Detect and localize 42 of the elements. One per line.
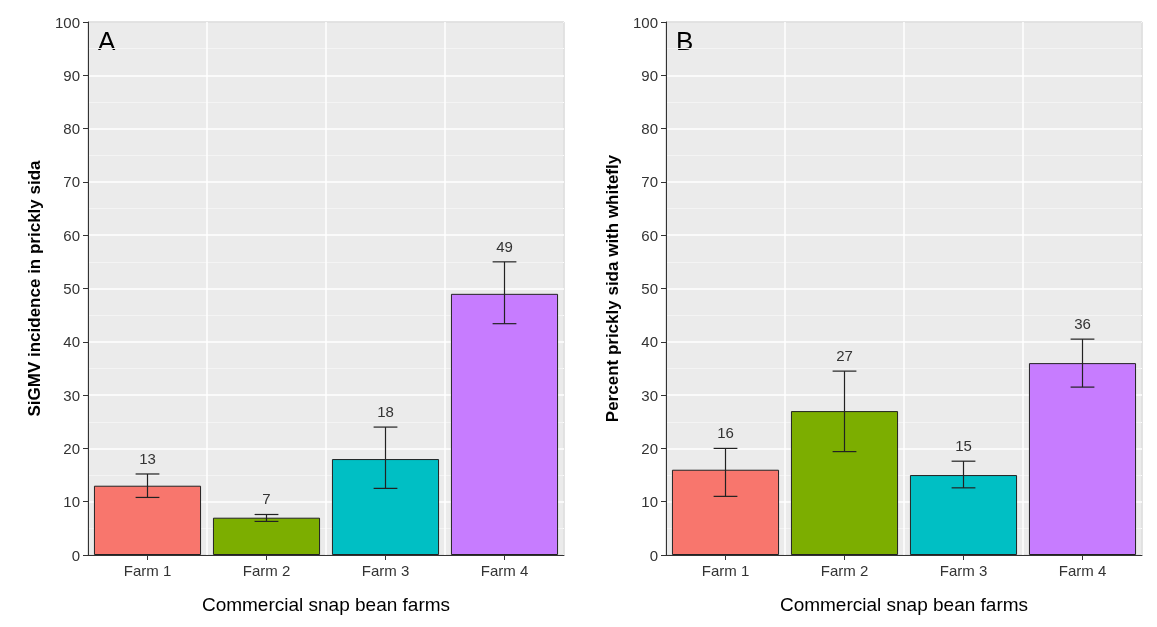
y-tick-label: 90 — [63, 66, 80, 84]
y-axis-title: Percent prickly sida with whitefly — [603, 154, 622, 423]
x-tick-label: Farm 4 — [1058, 562, 1107, 579]
x-axis-title: Commercial snap bean farms — [201, 594, 451, 615]
y-tick-label: 40 — [641, 333, 658, 351]
y-tick-label: 10 — [63, 493, 80, 511]
y-tick-label: 10 — [641, 493, 658, 511]
y-tick-label: 100 — [632, 13, 658, 31]
y-tick-label: 80 — [63, 120, 80, 138]
data-label: 15 — [955, 437, 972, 455]
x-axis-title: Commercial snap bean farms — [779, 594, 1029, 615]
x-tick-label: Farm 3 — [361, 562, 410, 579]
y-tick-label: 70 — [641, 173, 658, 191]
data-label: 16 — [717, 424, 734, 442]
x-tick-label: Farm 3 — [939, 562, 988, 579]
y-tick-label: 70 — [63, 173, 80, 191]
x-tick-label: Farm 4 — [480, 562, 529, 579]
y-tick-label: 80 — [641, 120, 658, 138]
y-tick-label: 60 — [641, 226, 658, 244]
y-tick-label: 50 — [641, 280, 658, 297]
y-tick-label: 60 — [63, 226, 80, 244]
y-tick-label: 20 — [641, 439, 658, 457]
y-tick-label: 50 — [63, 280, 80, 297]
x-tick-label: Farm 2 — [242, 562, 291, 579]
y-axis-title: SiGMV incidence in prickly sida — [25, 159, 44, 417]
data-label: 49 — [496, 237, 513, 255]
y-tick-label: 90 — [641, 66, 658, 84]
data-label: 7 — [262, 490, 271, 508]
y-tick-label: 100 — [54, 13, 80, 31]
x-tick-label: Farm 1 — [701, 562, 750, 579]
data-label: 27 — [836, 347, 853, 365]
x-tick-label: Farm 2 — [820, 562, 869, 579]
y-tick-label: 0 — [71, 546, 80, 564]
y-tick-label: 30 — [641, 386, 658, 404]
y-tick-label: 40 — [63, 333, 80, 351]
y-tick-label: 20 — [63, 439, 80, 457]
y-tick-label: 30 — [63, 386, 80, 404]
data-label: 18 — [377, 403, 394, 421]
y-tick-label: 0 — [649, 546, 658, 564]
data-label: 36 — [1074, 315, 1091, 333]
x-tick-label: Farm 1 — [123, 562, 172, 579]
data-label: 13 — [139, 449, 156, 467]
